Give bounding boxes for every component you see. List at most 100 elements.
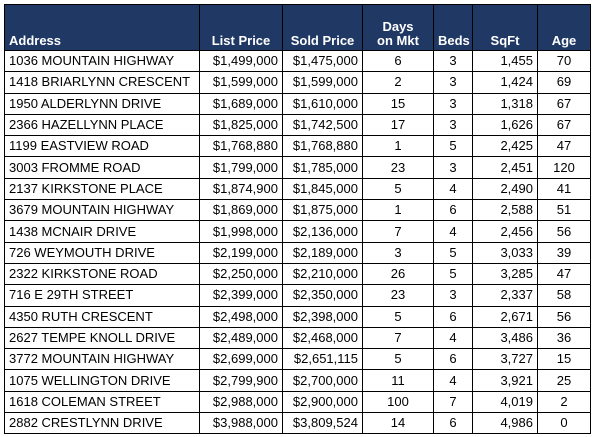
table-cell: 3 — [433, 113, 473, 137]
table-row: 1199 EASTVIEW ROAD $1,768,880 $1,768,880 1 5… — [4, 135, 591, 158]
table-cell: $1,499,000 — [199, 49, 283, 73]
table-cell: 6 — [433, 348, 473, 371]
table-cell: 67 — [537, 92, 591, 115]
column-header: Address — [4, 4, 200, 51]
table-cell: $2,468,000 — [282, 326, 363, 350]
table-cell: 17 — [362, 113, 434, 137]
table-cell: 2,337 — [472, 284, 538, 307]
table-cell: 4 — [433, 326, 473, 350]
table-cell: 6 — [433, 199, 473, 222]
table-cell: 41 — [537, 177, 591, 201]
table-cell: $3,988,000 — [199, 412, 283, 435]
table-cell: 4350 RUTH CRESCENT — [4, 305, 200, 328]
table-cell: 5 — [362, 305, 434, 328]
table-cell: 2 — [537, 390, 591, 414]
column-header: Days on Mkt — [362, 4, 434, 51]
table-cell: 3,285 — [472, 262, 538, 286]
table-cell: 6 — [362, 49, 434, 73]
table-cell: $1,689,000 — [199, 92, 283, 115]
table-cell: $1,874,900 — [199, 177, 283, 201]
table-row: 3772 MOUNTAIN HIGHWAY $2,699,000 $2,651,11… — [4, 348, 591, 371]
table-cell: 1,424 — [472, 71, 538, 94]
table-cell: 69 — [537, 71, 591, 94]
table-cell: 3,727 — [472, 348, 538, 371]
table-row: 1036 MOUNTAIN HIGHWAY $1,499,000 $1,475,00… — [4, 49, 591, 73]
table-cell: 2,451 — [472, 156, 538, 179]
table-cell: 1,626 — [472, 113, 538, 137]
table-cell: 3 — [362, 241, 434, 264]
table-cell: $2,651,115 — [282, 348, 363, 371]
table-cell: $1,869,000 — [199, 199, 283, 222]
table-cell: 3,486 — [472, 326, 538, 350]
table-row: 1950 ALDERLYNN DRIVE $1,689,000 $1,610,000… — [4, 92, 591, 115]
table-cell: 39 — [537, 241, 591, 264]
table-cell: 3003 FROMME ROAD — [4, 156, 200, 179]
table-cell: 36 — [537, 326, 591, 350]
table-cell: 23 — [362, 284, 434, 307]
table-cell: 1950 ALDERLYNN DRIVE — [4, 92, 200, 115]
column-header-text: Age — [551, 33, 577, 48]
table-cell: 7 — [362, 220, 434, 243]
table-cell: $1,768,880 — [282, 135, 363, 158]
table-row: 2366 HAZELLYNN PLACE $1,825,000 $1,742,500… — [4, 113, 591, 137]
table-cell: 5 — [362, 348, 434, 371]
table-cell: $2,799,900 — [199, 369, 283, 392]
table-cell: 1,318 — [472, 92, 538, 115]
table-row: 4350 RUTH CRESCENT $2,498,000 $2,398,000 5 6… — [4, 305, 591, 328]
table-row: 726 WEYMOUTH DRIVE $2,199,000 $2,189,000 3 5… — [4, 241, 591, 264]
column-header-text: Beds — [438, 33, 470, 48]
table-cell: $3,809,524 — [282, 412, 363, 435]
table-cell: 15 — [362, 92, 434, 115]
table-cell: 3772 MOUNTAIN HIGHWAY — [4, 348, 200, 371]
table-cell: 1618 COLEMAN STREET — [4, 390, 200, 414]
table-cell: 1 — [362, 135, 434, 158]
table-cell: 1,455 — [472, 49, 538, 73]
table-cell: $2,988,000 — [199, 390, 283, 414]
table-cell: $2,350,000 — [282, 284, 363, 307]
table-cell: 26 — [362, 262, 434, 286]
column-header: List Price — [199, 4, 283, 51]
table-cell: 47 — [537, 135, 591, 158]
table-cell: 1 — [362, 199, 434, 222]
table-cell: 2,588 — [472, 199, 538, 222]
table-cell: 58 — [537, 284, 591, 307]
table-cell: 1438 MCNAIR DRIVE — [4, 220, 200, 243]
table-cell: 1075 WELLINGTON DRIVE — [4, 369, 200, 392]
table-cell: 4 — [433, 177, 473, 201]
table-row: 716 E 29TH STREET $2,399,000 $2,350,000 23 3… — [4, 284, 591, 307]
table-cell: 0 — [537, 412, 591, 435]
table-cell: 2,456 — [472, 220, 538, 243]
table-cell: 2882 CRESTLYNN DRIVE — [4, 412, 200, 435]
table-cell: 25 — [537, 369, 591, 392]
table-cell: 2,490 — [472, 177, 538, 201]
table-cell: 3,921 — [472, 369, 538, 392]
table-row: 1438 MCNAIR DRIVE $1,998,000 $2,136,000 7 4 2… — [4, 220, 591, 243]
table-cell: 4,986 — [472, 412, 538, 435]
table-cell: 2137 KIRKSTONE PLACE — [4, 177, 200, 201]
table-cell: $2,189,000 — [282, 241, 363, 264]
table-cell: 51 — [537, 199, 591, 222]
table-cell: $1,825,000 — [199, 113, 283, 137]
table-cell: 5 — [433, 135, 473, 158]
table-row: 1075 WELLINGTON DRIVE $2,799,900 $2,700,00… — [4, 369, 591, 392]
table-cell: 70 — [537, 49, 591, 73]
table-cell: 1199 EASTVIEW ROAD — [4, 135, 200, 158]
column-header: Beds — [433, 4, 473, 51]
table-cell: 100 — [362, 390, 434, 414]
table-cell: $1,599,000 — [199, 71, 283, 94]
column-header: Age — [537, 4, 591, 51]
table-cell: 2627 TEMPE KNOLL DRIVE — [4, 326, 200, 350]
table-cell: $1,610,000 — [282, 92, 363, 115]
table-cell: 716 E 29TH STREET — [4, 284, 200, 307]
table-cell: $2,210,000 — [282, 262, 363, 286]
table-cell: 15 — [537, 348, 591, 371]
table-cell: 3 — [433, 156, 473, 179]
table-body: 1036 MOUNTAIN HIGHWAY $1,499,000 $1,475,00… — [4, 49, 591, 435]
table-cell: 4 — [433, 369, 473, 392]
table-cell: $2,700,000 — [282, 369, 363, 392]
table-row: 2627 TEMPE KNOLL DRIVE $2,489,000 $2,468,0… — [4, 326, 591, 350]
table-cell: 6 — [433, 412, 473, 435]
table-cell: 2,425 — [472, 135, 538, 158]
table-cell: $2,136,000 — [282, 220, 363, 243]
table-cell: 23 — [362, 156, 434, 179]
